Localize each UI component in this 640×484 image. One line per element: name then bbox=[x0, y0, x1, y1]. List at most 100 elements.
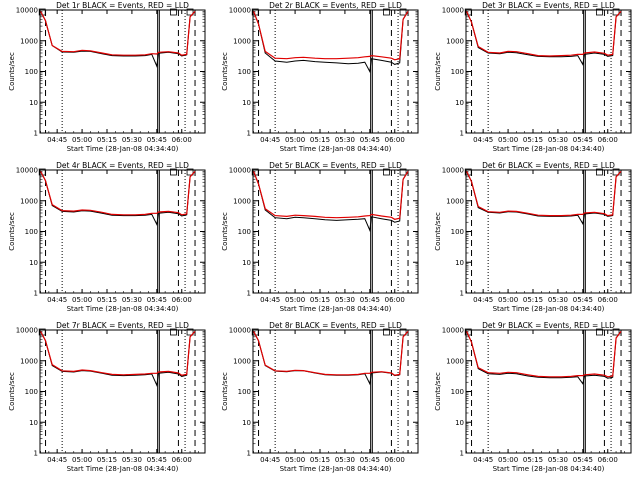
x-axis-label: Start Time (28-Jan-08 04:34:40) bbox=[493, 465, 605, 473]
x-tick-label: 06:00 bbox=[172, 296, 192, 304]
event-box-marker bbox=[596, 328, 603, 336]
y-tick-label: 10000 bbox=[229, 167, 251, 175]
series-line-events bbox=[40, 171, 196, 227]
x-tick-label: 04:45 bbox=[47, 136, 67, 144]
y-axis-label: Counts/sec bbox=[8, 372, 16, 411]
chart-svg: Det 9r BLACK = Events, RED = LLD 1 10 100 10… bbox=[434, 321, 632, 473]
x-tick-label: 04:45 bbox=[473, 296, 493, 304]
event-box-marker bbox=[170, 168, 177, 176]
chart-title: Det 7r BLACK = Events, RED = LLD bbox=[56, 321, 189, 330]
chart-panel-9: Det 9r BLACK = Events, RED = LLD 1 10 100 10… bbox=[426, 320, 639, 480]
x-tick-label: 06:00 bbox=[172, 456, 192, 464]
chart-svg: Det 7r BLACK = Events, RED = LLD 1 10 100 10… bbox=[8, 321, 206, 473]
x-tick-label: 05:00 bbox=[498, 136, 518, 144]
chart-title: Det 4r BLACK = Events, RED = LLD bbox=[56, 161, 189, 170]
y-tick-label: 10 bbox=[242, 259, 251, 267]
chart-svg: Det 5r BLACK = Events, RED = LLD 1 10 100 10… bbox=[221, 161, 419, 313]
plot-frame bbox=[39, 9, 206, 134]
chart-svg: Det 2r BLACK = Events, RED = LLD 1 10 100 10… bbox=[221, 1, 419, 153]
y-tick-label: 1000 bbox=[233, 197, 251, 205]
y-tick-label: 10 bbox=[455, 259, 464, 267]
y-tick-label: 1 bbox=[34, 130, 38, 138]
y-tick-label: 10 bbox=[29, 259, 38, 267]
x-tick-label: 05:00 bbox=[72, 136, 92, 144]
y-tick-label: 1 bbox=[247, 450, 251, 458]
y-tick-label: 1 bbox=[460, 130, 464, 138]
y-tick-label: 1 bbox=[247, 130, 251, 138]
y-tick-label: 1000 bbox=[20, 357, 38, 365]
y-tick-label: 100 bbox=[25, 228, 38, 236]
event-box-marker bbox=[186, 328, 194, 336]
event-box-marker bbox=[186, 8, 194, 16]
y-tick-label: 1000 bbox=[446, 357, 464, 365]
y-tick-label: 10 bbox=[29, 419, 38, 427]
x-axis-label: Start Time (28-Jan-08 04:34:40) bbox=[493, 305, 605, 313]
y-axis-label: Counts/sec bbox=[434, 372, 442, 411]
y-tick-label: 100 bbox=[25, 388, 38, 396]
x-tick-label: 05:45 bbox=[147, 136, 167, 144]
y-tick-label: 100 bbox=[451, 228, 464, 236]
chart-panel-8: Det 8r BLACK = Events, RED = LLD 1 10 100 10… bbox=[213, 320, 426, 480]
y-tick-label: 10000 bbox=[442, 7, 464, 15]
y-axis-label: Counts/sec bbox=[221, 372, 229, 411]
series-line-lld bbox=[253, 330, 409, 376]
y-tick-label: 10 bbox=[242, 99, 251, 107]
series-line-lld bbox=[40, 170, 196, 216]
x-axis-label: Start Time (28-Jan-08 04:34:40) bbox=[67, 305, 179, 313]
x-tick-label: 06:00 bbox=[598, 136, 618, 144]
y-tick-label: 10000 bbox=[442, 167, 464, 175]
chart-panel-6: Det 6r BLACK = Events, RED = LLD 1 10 100 10… bbox=[426, 160, 639, 320]
x-tick-label: 04:45 bbox=[260, 296, 280, 304]
chart-svg: Det 1r BLACK = Events, RED = LLD 1 10 100 10… bbox=[8, 1, 206, 153]
series-line-events bbox=[466, 171, 622, 226]
x-axis-label: Start Time (28-Jan-08 04:34:40) bbox=[280, 145, 392, 153]
event-box-marker bbox=[170, 328, 177, 336]
x-tick-label: 04:45 bbox=[473, 456, 493, 464]
y-tick-label: 1000 bbox=[446, 197, 464, 205]
x-tick-label: 05:45 bbox=[360, 456, 380, 464]
event-box-marker bbox=[399, 168, 407, 176]
x-tick-label: 05:15 bbox=[97, 296, 117, 304]
plot-frame bbox=[252, 169, 419, 294]
series-line-lld bbox=[40, 10, 196, 56]
x-tick-label: 05:45 bbox=[360, 296, 380, 304]
x-axis-label: Start Time (28-Jan-08 04:34:40) bbox=[280, 465, 392, 473]
series-line-events bbox=[40, 11, 196, 68]
chart-title: Det 8r BLACK = Events, RED = LLD bbox=[269, 321, 402, 330]
y-tick-label: 10 bbox=[455, 99, 464, 107]
chart-panel-2: Det 2r BLACK = Events, RED = LLD 1 10 100 10… bbox=[213, 0, 426, 160]
x-tick-label: 05:15 bbox=[523, 136, 543, 144]
x-tick-label: 05:45 bbox=[360, 136, 380, 144]
x-axis-label: Start Time (28-Jan-08 04:34:40) bbox=[493, 145, 605, 153]
y-tick-label: 1000 bbox=[20, 37, 38, 45]
y-tick-label: 100 bbox=[238, 388, 251, 396]
chart-panel-5: Det 5r BLACK = Events, RED = LLD 1 10 100 10… bbox=[213, 160, 426, 320]
x-tick-label: 05:00 bbox=[498, 296, 518, 304]
plot-frame bbox=[39, 169, 206, 294]
x-tick-label: 06:00 bbox=[385, 296, 405, 304]
chart-svg: Det 4r BLACK = Events, RED = LLD 1 10 100 10… bbox=[8, 161, 206, 313]
event-box-marker bbox=[612, 8, 620, 16]
y-tick-label: 100 bbox=[451, 388, 464, 396]
y-axis-label: Counts/sec bbox=[434, 212, 442, 251]
y-tick-label: 1 bbox=[34, 450, 38, 458]
y-tick-label: 10 bbox=[242, 419, 251, 427]
y-tick-label: 10000 bbox=[16, 327, 38, 335]
x-tick-label: 04:45 bbox=[47, 296, 67, 304]
x-tick-label: 06:00 bbox=[598, 296, 618, 304]
event-box-marker bbox=[383, 168, 390, 176]
x-tick-label: 05:30 bbox=[122, 136, 142, 144]
y-tick-label: 100 bbox=[25, 68, 38, 76]
chart-title: Det 1r BLACK = Events, RED = LLD bbox=[56, 1, 189, 10]
y-axis-label: Counts/sec bbox=[221, 212, 229, 251]
x-tick-label: 06:00 bbox=[385, 136, 405, 144]
y-tick-label: 10000 bbox=[16, 167, 38, 175]
chart-svg: Det 8r BLACK = Events, RED = LLD 1 10 100 10… bbox=[221, 321, 419, 473]
y-tick-label: 10000 bbox=[229, 7, 251, 15]
x-tick-label: 05:30 bbox=[335, 136, 355, 144]
event-box-marker bbox=[383, 328, 390, 336]
plot-frame bbox=[465, 169, 632, 294]
x-tick-label: 05:00 bbox=[285, 456, 305, 464]
y-tick-label: 1 bbox=[460, 450, 464, 458]
